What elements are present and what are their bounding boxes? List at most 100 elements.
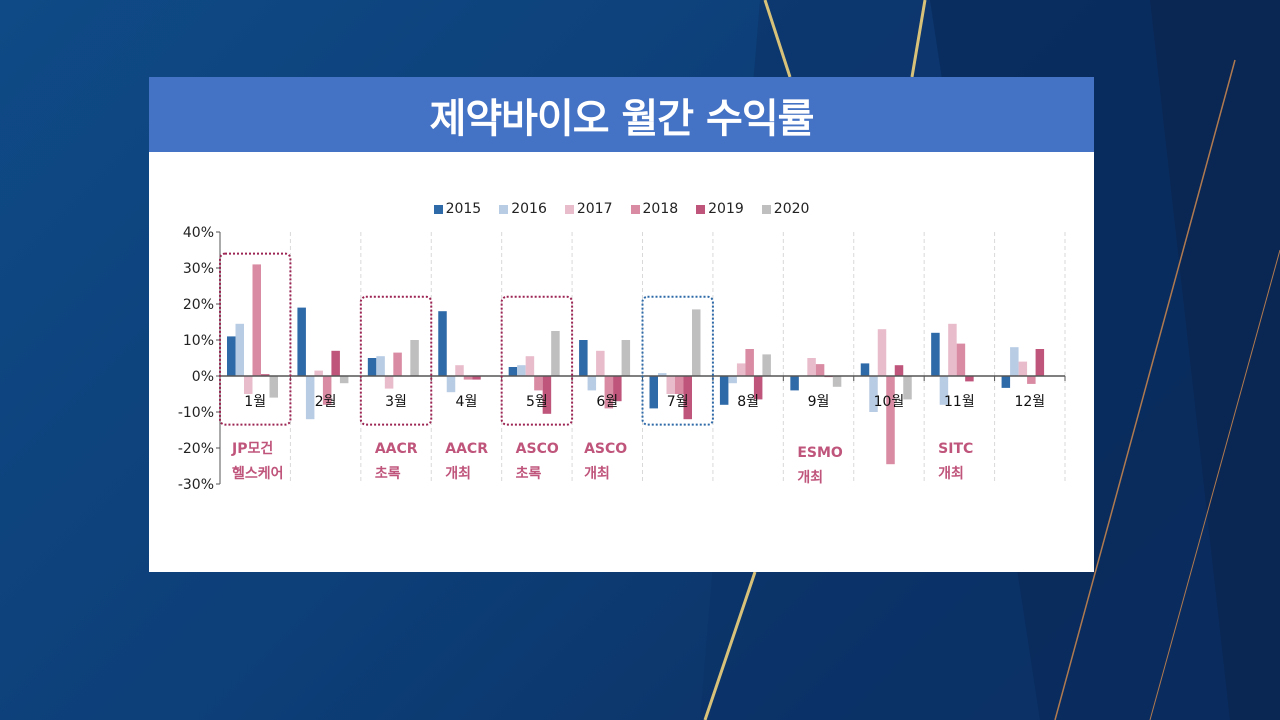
y-tick-label: -30% — [178, 477, 214, 493]
bar-2018-10월 — [886, 376, 895, 465]
bar-2016-11월 — [939, 376, 949, 405]
bar-2016-8월 — [728, 376, 737, 384]
legend-swatch — [696, 204, 706, 214]
bar-2019-6월 — [613, 376, 622, 402]
highlight-box — [500, 295, 574, 426]
highlight-box — [359, 295, 433, 426]
bar-2018-7월 — [675, 376, 684, 394]
bar-2018-9월 — [815, 364, 825, 376]
bar-2019-11월 — [965, 376, 974, 382]
annotation-label: ASCO — [584, 441, 627, 457]
bar-chart: 40% 30% 20% 10% 0% -10% -20% -30% 1월 2월 3월 4월 5월 6월 7월… — [178, 225, 1066, 493]
bar-2015-1월 — [227, 336, 236, 376]
x-tick-label: 6월 — [596, 394, 618, 410]
bar-2017-3월 — [384, 376, 394, 389]
bar-2015-11월 — [931, 332, 940, 376]
legend: 2015 2016 2017 2018 2019 2020 — [149, 201, 1094, 217]
bar-2017-6월 — [596, 350, 605, 376]
y-tick-label: 40% — [183, 225, 214, 241]
x-tick-label: 3월 — [385, 394, 407, 410]
y-tick-label: 0% — [192, 369, 214, 385]
legend-label: 2018 — [642, 201, 679, 217]
x-tick-label: 10월 — [874, 394, 905, 410]
y-tick-label: 20% — [183, 297, 214, 313]
bar-2018-8월 — [745, 349, 754, 376]
bar-2020-1월 — [269, 376, 278, 398]
bar-2018-11월 — [956, 343, 966, 376]
annotation-label: AACR — [445, 441, 488, 457]
y-tick-label: 30% — [183, 261, 214, 277]
bar-2019-8월 — [753, 376, 763, 400]
annotation-label: JP모건 — [231, 440, 273, 457]
bar-2017-9월 — [807, 358, 816, 376]
bar-2017-1월 — [244, 376, 253, 394]
x-tick-label: 11월 — [944, 394, 975, 410]
bar-2015-9월 — [790, 376, 799, 391]
bar-2016-6월 — [587, 376, 597, 391]
bar-2020-5월 — [551, 331, 560, 376]
bar-2019-5월 — [542, 376, 552, 414]
bar-2020-10월 — [903, 376, 912, 400]
legend-swatch — [433, 204, 443, 214]
y-tick-label: -10% — [178, 405, 214, 421]
bar-2017-8월 — [736, 363, 746, 376]
bar-2015-7월 — [649, 376, 658, 409]
legend-label: 2019 — [708, 201, 744, 217]
legend-label: 2016 — [511, 201, 547, 217]
bar-2015-3월 — [367, 358, 377, 376]
x-tick-label: 1월 — [244, 394, 266, 410]
bar-2018-6월 — [604, 376, 614, 409]
x-tick-label: 8월 — [737, 394, 759, 410]
bar-2020-8월 — [762, 354, 771, 376]
bar-2019-4월 — [472, 376, 481, 380]
bar-2017-5월 — [525, 356, 535, 376]
x-tick-label: 12월 — [1014, 394, 1045, 410]
bar-2016-1월 — [235, 323, 244, 376]
legend-item-2017: 2017 — [564, 201, 613, 217]
bar-2015-12월 — [1001, 376, 1011, 388]
highlight-box — [641, 295, 714, 426]
bar-2020-7월 — [692, 309, 701, 376]
annotation-label: ESMO — [797, 445, 843, 461]
legend-label: 2017 — [576, 201, 613, 217]
bar-2016-10월 — [869, 376, 878, 412]
legend-swatch — [564, 204, 574, 214]
page-title: 제약바이오 월간 수익률 — [149, 77, 1094, 152]
bar-2018-12월 — [1027, 376, 1036, 384]
annotation-label: 개최 — [445, 466, 471, 482]
bar-2017-11월 — [948, 323, 957, 376]
bar-2017-4월 — [455, 365, 464, 376]
bar-2016-5월 — [517, 365, 526, 376]
y-tick-label: -20% — [178, 441, 214, 457]
legend-swatch — [761, 204, 771, 214]
legend-item-2020: 2020 — [761, 201, 809, 217]
bar-2016-12월 — [1010, 347, 1019, 376]
annotation-label: AACR — [375, 441, 418, 457]
bar-2015-5월 — [508, 367, 518, 376]
bar-2017-12월 — [1018, 361, 1028, 376]
x-tick-label: 9월 — [808, 394, 830, 410]
bar-2015-2월 — [297, 307, 306, 376]
bar-2020-2월 — [339, 376, 349, 384]
annotation-label: 초록 — [375, 466, 401, 482]
legend-swatch — [499, 204, 509, 214]
x-tick-label: 4월 — [456, 394, 478, 410]
bar-2017-10월 — [877, 329, 887, 376]
annotation-label: 초록 — [516, 466, 542, 482]
x-tick-label: 7월 — [667, 394, 689, 410]
x-tick-label: 5월 — [526, 394, 548, 410]
bar-2016-4월 — [446, 376, 456, 393]
bar-2018-3월 — [393, 352, 402, 376]
bar-2017-7월 — [666, 376, 675, 394]
bar-2020-3월 — [410, 340, 419, 376]
legend-swatch — [630, 204, 640, 214]
bar-2016-3월 — [376, 356, 385, 376]
bar-2019-12월 — [1035, 349, 1045, 376]
legend-item-2016: 2016 — [499, 201, 547, 217]
bar-2019-2월 — [331, 350, 340, 376]
legend-item-2019: 2019 — [696, 201, 744, 217]
bar-2015-4월 — [438, 311, 447, 376]
annotation-label: 개최 — [797, 470, 823, 486]
annotation-label: 개최 — [584, 466, 610, 482]
annotation-label: 개최 — [938, 466, 964, 482]
